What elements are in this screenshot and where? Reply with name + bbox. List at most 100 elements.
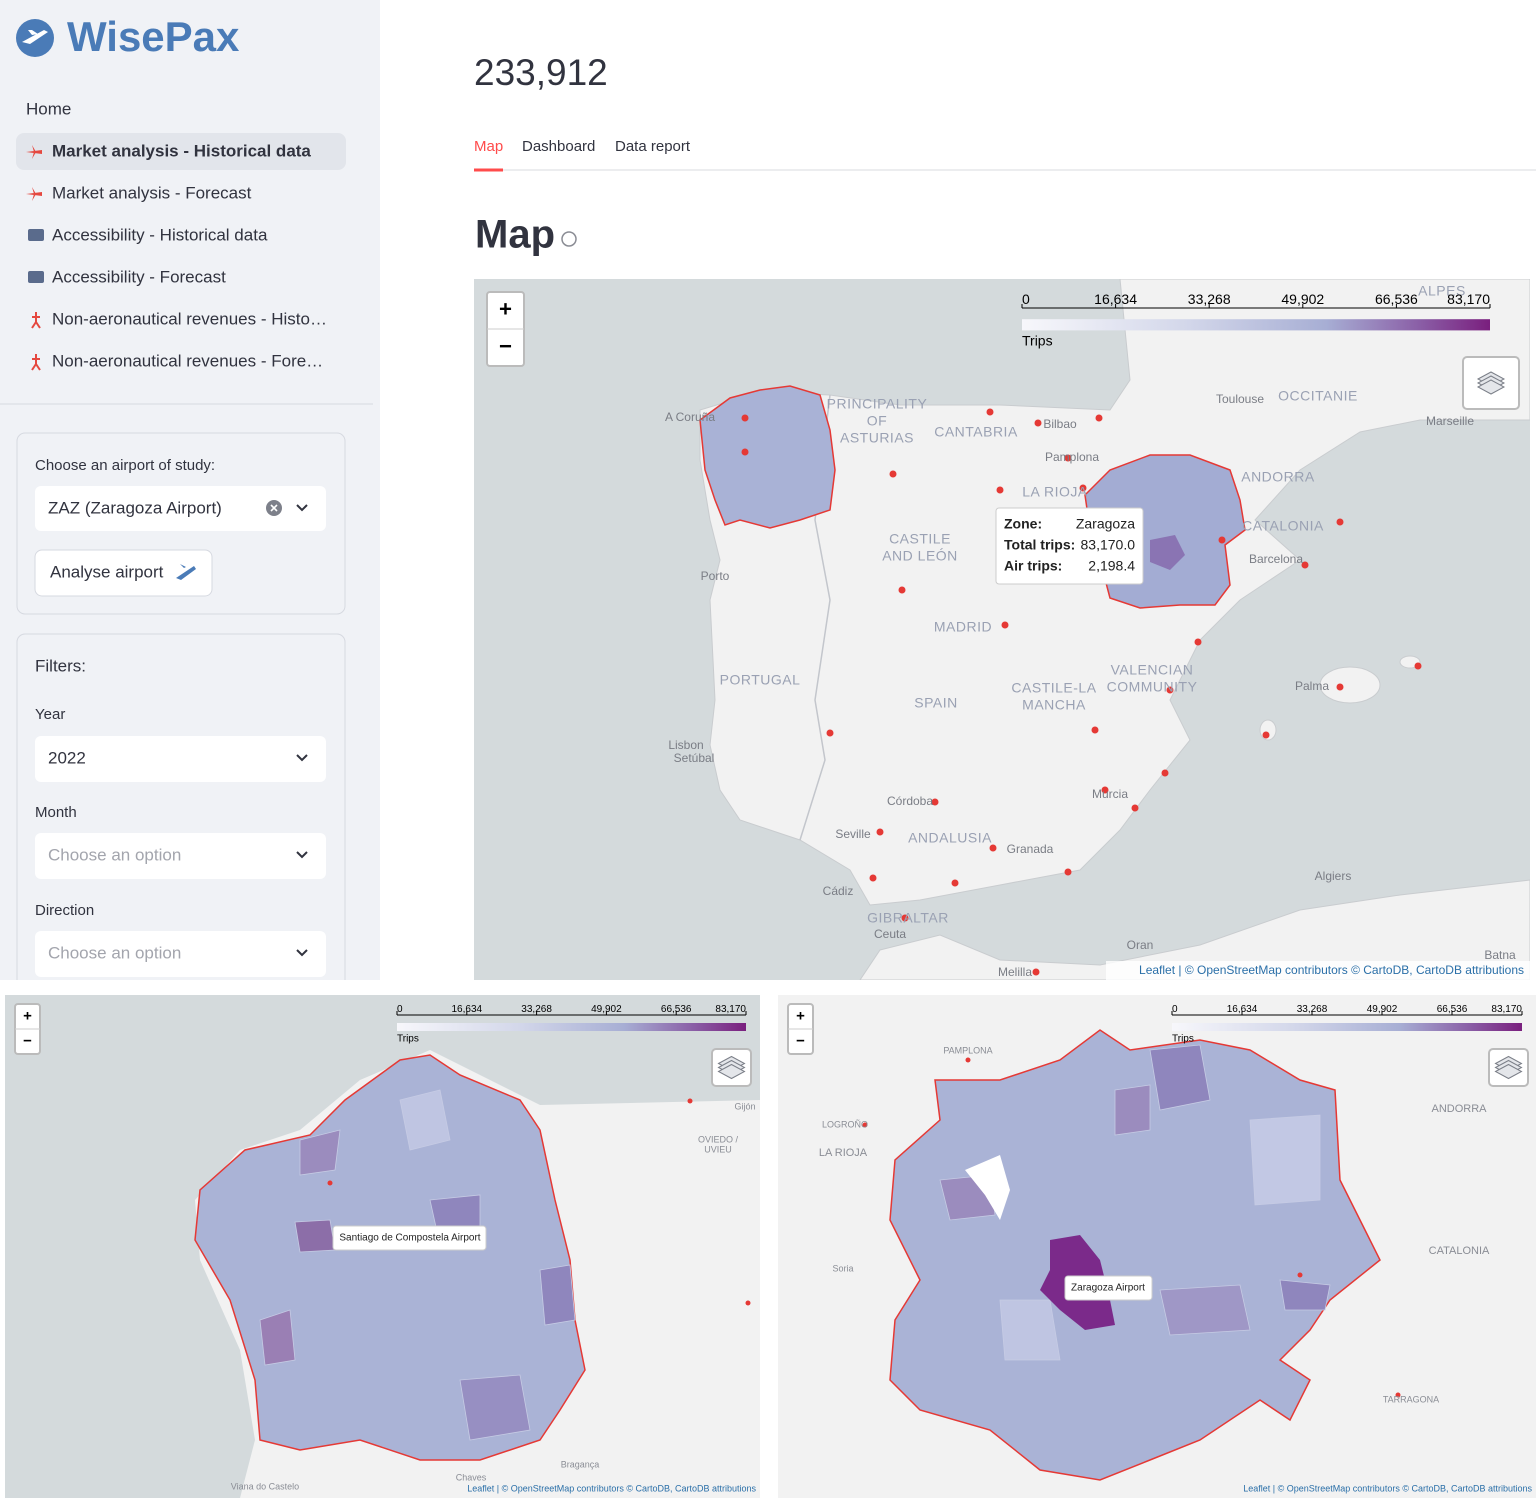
city-label: Palma (1295, 679, 1329, 693)
airport-marker (1131, 804, 1139, 812)
nav-item[interactable]: Accessibility - Historical data (52, 225, 268, 244)
legend-tick-label: 83,170 (1447, 291, 1490, 307)
tooltip-text: Santiago de Compostela Airport (339, 1233, 480, 1244)
airport-marker (741, 448, 749, 456)
tab[interactable]: Dashboard (522, 138, 595, 155)
tooltip-key: Total trips: (1004, 537, 1075, 553)
legend-tick-label: 49,902 (1367, 1004, 1398, 1015)
city-label: PAMPLONA (943, 1045, 992, 1055)
city-label: OVIEDO / (698, 1134, 739, 1144)
zoom-out[interactable]: − (23, 1032, 32, 1049)
airport-marker (1336, 683, 1344, 691)
airport-marker (1001, 621, 1009, 629)
airport-marker (1091, 726, 1099, 734)
tab[interactable]: Map (474, 138, 503, 155)
chevron-icon (296, 754, 308, 762)
nav-icon-plane (26, 187, 42, 201)
zoom-in[interactable]: + (499, 296, 512, 321)
region-label: CASTILE-LA (1011, 680, 1096, 696)
zoom-in[interactable]: + (796, 1007, 805, 1024)
tab[interactable]: Data report (615, 138, 691, 155)
attribution: Leaflet | © OpenStreetMap contributors ©… (467, 1483, 756, 1493)
airport-marker (965, 1057, 971, 1063)
legend-tick-label: 33,268 (521, 1004, 552, 1015)
airport-marker (986, 408, 994, 416)
select-value: ZAZ (Zaragoza Airport) (48, 498, 222, 517)
region-galicia (699, 385, 836, 529)
city-label: Seville (835, 827, 871, 841)
filter-select[interactable] (35, 736, 326, 782)
region-subzone (294, 1219, 336, 1253)
filters-title: Filters: (35, 656, 86, 675)
nav-item[interactable]: Accessibility - Forecast (52, 267, 226, 286)
airport-marker (826, 729, 834, 737)
city-label: Soria (832, 1263, 853, 1273)
region-subzone (1114, 1084, 1151, 1136)
city-label: Oran (1127, 938, 1154, 952)
legend-title: Trips (397, 1034, 419, 1045)
city-label: Marseille (1426, 414, 1474, 428)
nav-icon-walk (31, 312, 41, 329)
airport-marker (931, 798, 939, 806)
field-label: Year (35, 706, 65, 723)
region-subzone (999, 1299, 1061, 1361)
analyse-button[interactable] (34, 549, 213, 597)
legend-colorbar (397, 1023, 746, 1031)
region-subzone (1159, 1284, 1251, 1336)
airport-select[interactable] (35, 486, 326, 531)
nav-item[interactable]: Market analysis - Historical data (52, 141, 311, 160)
nav-item[interactable]: Home (26, 99, 71, 118)
legend-tick-label: 16,634 (1094, 291, 1137, 307)
city-label: Setúbal (674, 751, 715, 765)
airport-marker (1301, 561, 1309, 569)
select-value: 2022 (48, 748, 86, 767)
city-label: Batna (1484, 948, 1516, 962)
city-label: Lisbon (668, 738, 703, 752)
airport-marker (869, 874, 877, 882)
help-icon[interactable] (561, 231, 577, 247)
city-label: Bilbao (1043, 417, 1077, 431)
metric-value: 233,912 (474, 52, 608, 93)
field-label: Direction (35, 902, 94, 919)
region-label: COMMUNITY (1107, 679, 1198, 695)
legend-tick-label: 16,634 (452, 1004, 483, 1015)
region-subzone (399, 1089, 451, 1151)
region-subzone (539, 1264, 576, 1326)
select-value: Choose an option (48, 943, 181, 962)
city-label: Viana do Castelo (231, 1481, 299, 1491)
zoom-out[interactable]: − (499, 333, 512, 358)
nav-icon-plane (26, 145, 42, 159)
airport-marker (1395, 1392, 1401, 1398)
nav-item[interactable]: Non-aeronautical revenues - Fore… (52, 351, 323, 370)
tooltip-value: 2,198.4 (1088, 558, 1135, 574)
zoom-in[interactable]: + (23, 1007, 32, 1024)
region-label: AND LEÓN (882, 548, 958, 564)
filter-select[interactable] (35, 931, 326, 977)
nav-item[interactable]: Market analysis - Forecast (52, 183, 252, 202)
city-label: Porto (701, 569, 730, 583)
region-label: ANDORRA (1431, 1103, 1487, 1115)
button-label: Analyse airport (50, 562, 164, 581)
nav-item[interactable]: Non-aeronautical revenues - Histo… (52, 309, 327, 328)
zoom-out[interactable]: − (796, 1032, 805, 1049)
region-subzone (1149, 1044, 1211, 1111)
map-land-africa (859, 879, 1530, 980)
region-label: GIBRALTAR (867, 910, 949, 926)
city-label: Barcelona (1249, 552, 1303, 566)
airport-marker (1166, 686, 1174, 694)
map-tooltip (332, 1225, 487, 1251)
city-label: Cádiz (823, 884, 854, 898)
region-label: CATALONIA (1242, 518, 1324, 534)
chevron-icon (296, 504, 308, 512)
region-label: CATALONIA (1429, 1245, 1490, 1257)
region-label: CANTABRIA (934, 424, 1018, 440)
airport-marker (1218, 536, 1226, 544)
city-label: Bragança (561, 1459, 600, 1469)
filter-select[interactable] (35, 833, 326, 879)
airport-marker (1161, 769, 1169, 777)
legend-tick-label: 83,170 (1491, 1004, 1522, 1015)
city-label: Chaves (456, 1472, 487, 1482)
city-label: Toulouse (1216, 392, 1264, 406)
airport-marker (1095, 414, 1103, 422)
zoom-map-zaragoza: PAMPLONA LOGROÑO LA RIOJA ANDORRA CATALONIA S… (778, 995, 1536, 1498)
